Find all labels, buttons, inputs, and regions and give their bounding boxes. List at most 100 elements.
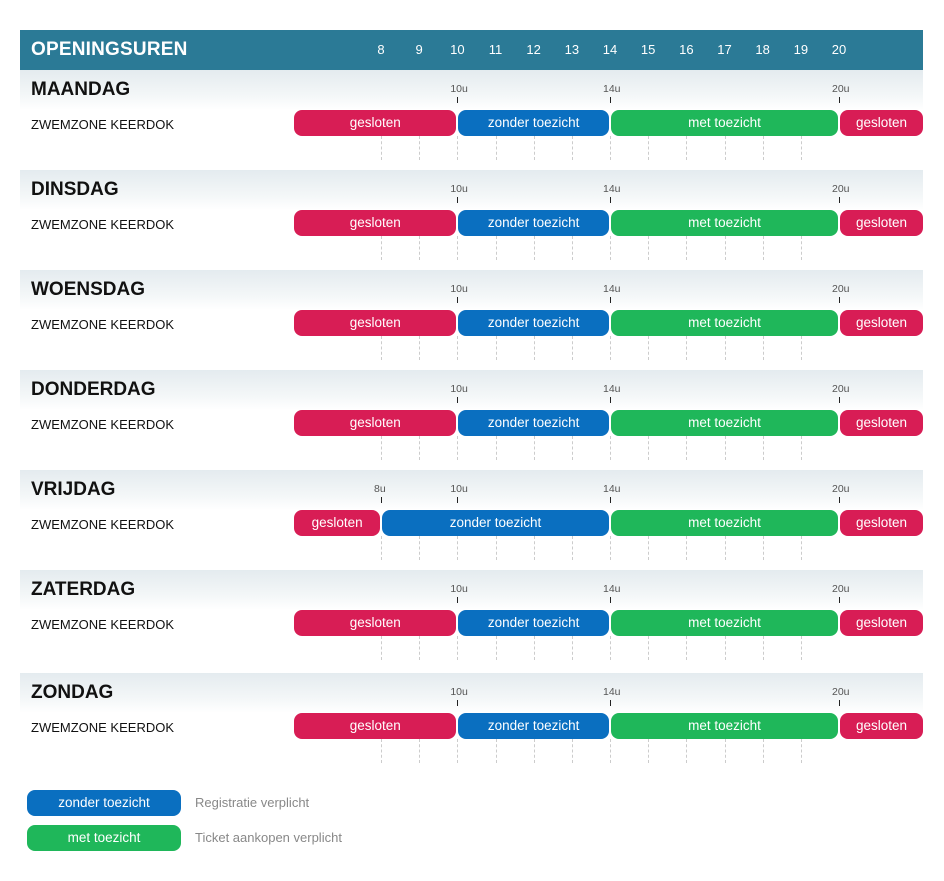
gridline-11	[495, 636, 497, 660]
gridline-10	[457, 739, 459, 763]
segment-gesloten: gesloten	[294, 713, 457, 739]
segment-gesloten: gesloten	[294, 210, 457, 236]
gridline-9	[419, 436, 421, 460]
hour-label-18: 18	[755, 42, 770, 57]
zone-label: ZWEMZONE KEERDOK	[31, 417, 175, 432]
segment-zonder-toezicht: zonder toezicht	[458, 610, 609, 636]
time-tick	[610, 597, 611, 603]
day-name: MAANDAG	[31, 79, 131, 100]
time-marker-20u: 20u	[832, 483, 850, 495]
time-tick	[610, 97, 611, 103]
gridline-14	[610, 336, 611, 360]
gridline-14	[610, 436, 611, 460]
gridline-14	[610, 236, 611, 260]
time-marker-10u: 10u	[450, 283, 468, 295]
gridline-11	[495, 536, 497, 560]
segment-gesloten: gesloten	[840, 210, 923, 236]
segment-gesloten: gesloten	[840, 310, 923, 336]
gridline-11	[495, 136, 497, 160]
gridline-11	[495, 739, 497, 763]
gridline-10	[457, 336, 459, 360]
segment-zonder-toezicht: zonder toezicht	[458, 210, 609, 236]
hour-label-19: 19	[793, 42, 809, 57]
gridline-17	[724, 336, 726, 360]
gridline-13	[571, 336, 573, 360]
gridline-18	[762, 636, 764, 660]
zone-label: ZWEMZONE KEERDOK	[31, 720, 175, 735]
time-marker-10u: 10u	[450, 483, 468, 495]
time-marker-8u: 8u	[374, 483, 386, 495]
day-row-zaterdag: ZATERDAG ZWEMZONE KEERDOK 10u 14u 20u geslote…	[20, 570, 923, 660]
hour-label-12: 12	[526, 42, 541, 57]
time-marker-10u: 10u	[450, 183, 468, 195]
gridline-13	[571, 636, 573, 660]
gridline-10	[457, 436, 459, 460]
time-tick	[457, 700, 459, 706]
time-marker-14u: 14u	[603, 383, 621, 395]
gridline-13	[571, 136, 573, 160]
gridline-10	[457, 536, 459, 560]
time-marker-14u: 14u	[603, 183, 621, 195]
gridline-9	[419, 739, 421, 763]
gridline-12	[533, 236, 535, 260]
segment-gesloten: gesloten	[840, 110, 923, 136]
day-header-band	[20, 470, 923, 510]
time-marker-20u: 20u	[832, 686, 850, 698]
gridline-8	[381, 739, 382, 763]
time-tick	[457, 297, 459, 303]
gridline-16	[686, 739, 688, 763]
gridline-8	[381, 436, 382, 460]
time-marker-10u: 10u	[450, 583, 468, 595]
gridline-12	[533, 636, 535, 660]
hour-label-17: 17	[717, 42, 732, 57]
time-tick	[839, 497, 840, 503]
segment-gesloten: gesloten	[294, 110, 457, 136]
time-marker-20u: 20u	[832, 283, 850, 295]
time-tick	[839, 97, 840, 103]
gridline-16	[686, 236, 688, 260]
time-marker-20u: 20u	[832, 583, 850, 595]
gridline-18	[762, 336, 764, 360]
segment-gesloten: gesloten	[294, 510, 380, 536]
day-row-dinsdag: DINSDAG ZWEMZONE KEERDOK 10u 14u 20u gesloten…	[20, 170, 923, 260]
gridline-16	[686, 636, 688, 660]
zone-label: ZWEMZONE KEERDOK	[31, 117, 175, 132]
segment-zonder-toezicht: zonder toezicht	[458, 713, 609, 739]
time-marker-14u: 14u	[603, 686, 621, 698]
day-header-band	[20, 170, 923, 210]
gridline-8	[381, 636, 382, 660]
time-tick	[839, 197, 840, 203]
segment-gesloten: gesloten	[840, 410, 923, 436]
time-tick	[839, 297, 840, 303]
header-title: OPENINGSUREN	[31, 39, 188, 60]
segment-gesloten: gesloten	[840, 713, 923, 739]
gridline-17	[724, 436, 726, 460]
gridline-12	[533, 739, 535, 763]
segment-met-toezicht: met toezicht	[611, 210, 838, 236]
day-header-band	[20, 270, 923, 310]
segment-zonder-toezicht: zonder toezicht	[458, 410, 609, 436]
gridline-9	[419, 136, 421, 160]
hour-label-14: 14	[602, 42, 618, 57]
day-row-zondag: ZONDAG ZWEMZONE KEERDOK 10u 14u 20u gesloten z…	[20, 673, 923, 763]
gridline-12	[533, 436, 535, 460]
segment-gesloten: gesloten	[294, 410, 457, 436]
zone-label: ZWEMZONE KEERDOK	[31, 617, 175, 632]
hour-label-16: 16	[679, 42, 694, 57]
gridline-12	[533, 136, 535, 160]
gridline-14	[610, 536, 611, 560]
segment-met-toezicht: met toezicht	[611, 110, 838, 136]
gridline-9	[419, 536, 421, 560]
gridline-15	[648, 436, 650, 460]
gridline-19	[800, 636, 802, 660]
gridline-10	[457, 236, 459, 260]
zone-label: ZWEMZONE KEERDOK	[31, 317, 175, 332]
time-tick	[610, 197, 611, 203]
time-tick	[381, 497, 382, 503]
day-row-woensdag: WOENSDAG ZWEMZONE KEERDOK 10u 14u 20u geslote…	[20, 270, 923, 360]
day-name: DINSDAG	[31, 179, 119, 200]
time-tick	[457, 497, 459, 503]
time-tick	[610, 497, 611, 503]
segment-met-toezicht: met toezicht	[611, 713, 838, 739]
time-marker-10u: 10u	[450, 686, 468, 698]
